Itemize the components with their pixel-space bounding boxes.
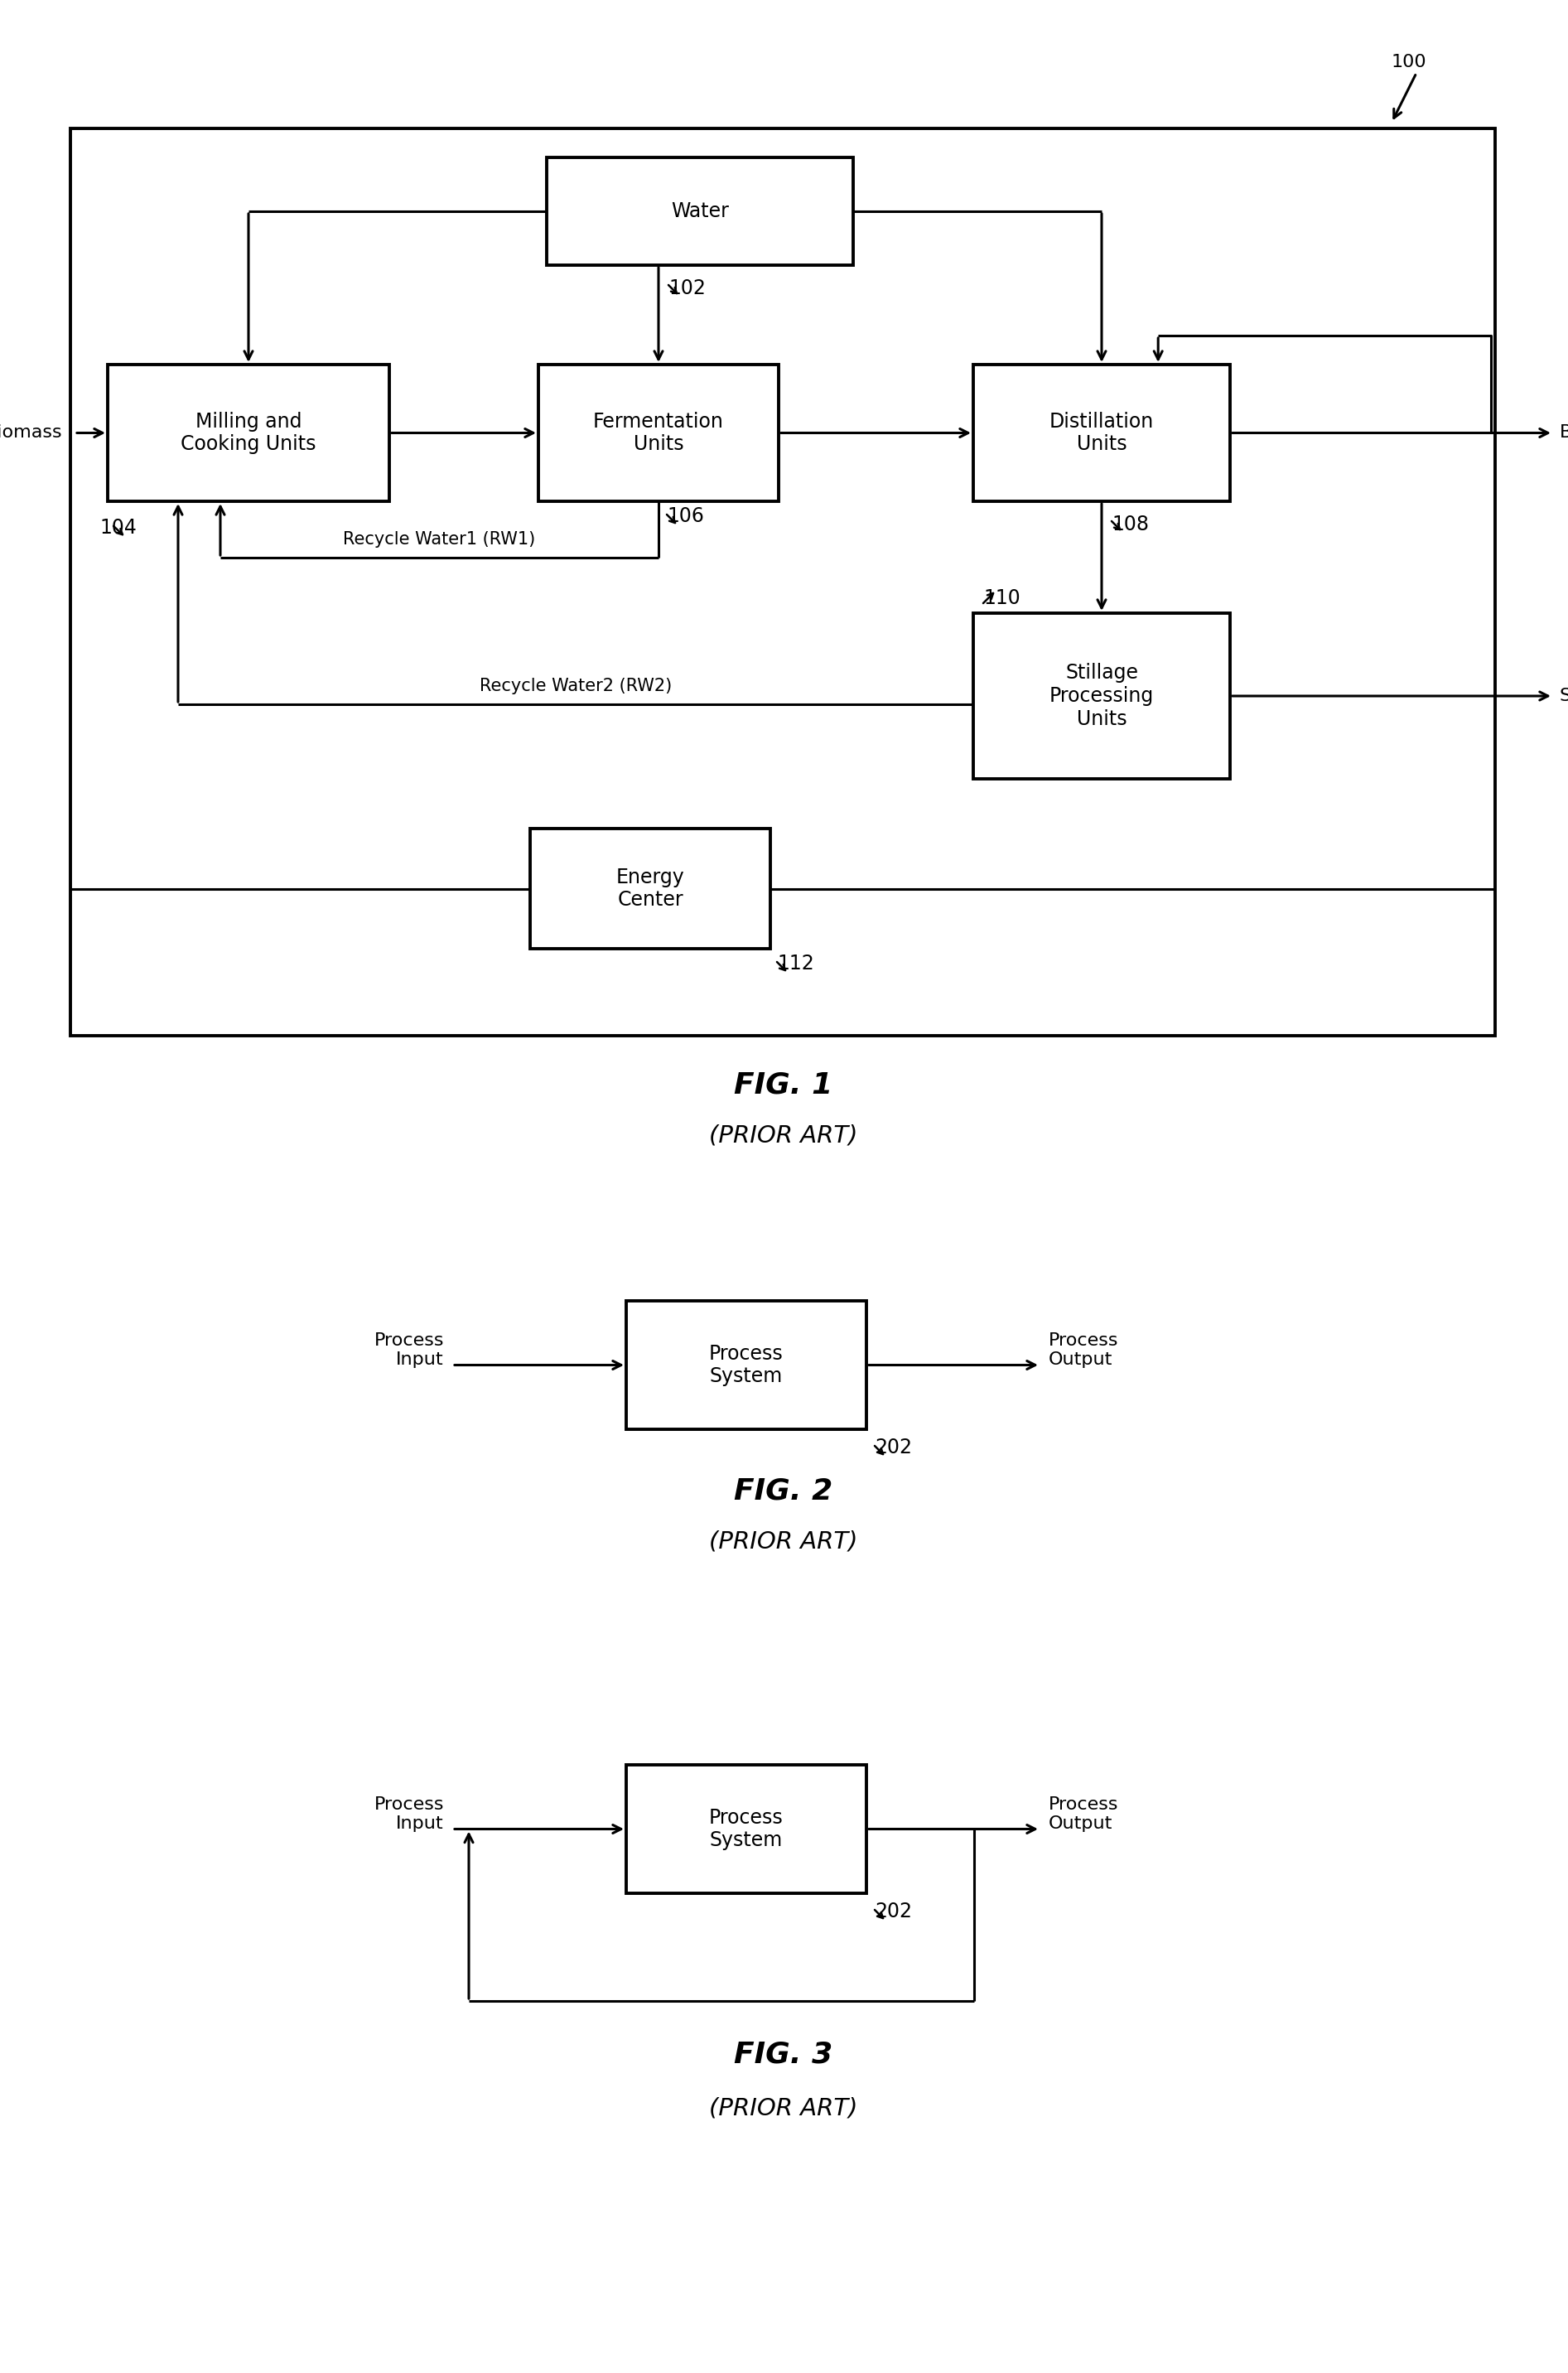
Text: Stillage
Processing
Units: Stillage Processing Units bbox=[1049, 662, 1154, 729]
Text: 112: 112 bbox=[778, 954, 814, 973]
Text: Distillation
Units: Distillation Units bbox=[1049, 411, 1154, 453]
Text: Process
Output: Process Output bbox=[1049, 1331, 1118, 1369]
Bar bbox=[974, 612, 1229, 778]
Text: Process
System: Process System bbox=[709, 1808, 784, 1851]
Bar bbox=[538, 365, 779, 501]
Bar bbox=[974, 365, 1229, 501]
Text: Recycle Water2 (RW2): Recycle Water2 (RW2) bbox=[480, 679, 671, 695]
Text: Process
System: Process System bbox=[709, 1343, 784, 1386]
Text: Milling and
Cooking Units: Milling and Cooking Units bbox=[180, 411, 317, 453]
Text: Energy
Center: Energy Center bbox=[616, 866, 685, 911]
Text: 108: 108 bbox=[1112, 515, 1149, 534]
Text: Process
Input: Process Input bbox=[375, 1796, 444, 1832]
Text: FIG. 2: FIG. 2 bbox=[734, 1478, 833, 1504]
Text: 100: 100 bbox=[1391, 55, 1427, 71]
Text: FIG. 3: FIG. 3 bbox=[734, 2041, 833, 2069]
Text: Recycle Water1 (RW1): Recycle Water1 (RW1) bbox=[343, 532, 536, 548]
Text: 110: 110 bbox=[983, 589, 1021, 607]
Text: Stillage: Stillage bbox=[1560, 688, 1568, 705]
Bar bbox=[108, 365, 389, 501]
Text: Process
Input: Process Input bbox=[375, 1331, 444, 1369]
Text: 106: 106 bbox=[666, 505, 704, 527]
Bar bbox=[547, 157, 853, 266]
Text: (PRIOR ART): (PRIOR ART) bbox=[709, 1531, 858, 1552]
Bar bbox=[530, 828, 770, 949]
Text: Fermentation
Units: Fermentation Units bbox=[593, 411, 724, 453]
Bar bbox=[626, 1300, 867, 1429]
Text: (PRIOR ART): (PRIOR ART) bbox=[709, 2098, 858, 2121]
Text: 202: 202 bbox=[875, 1438, 913, 1457]
Bar bbox=[71, 128, 1496, 1035]
Text: Process
Output: Process Output bbox=[1049, 1796, 1118, 1832]
Text: Water: Water bbox=[671, 202, 729, 221]
Text: Biomass: Biomass bbox=[0, 425, 63, 441]
Text: (PRIOR ART): (PRIOR ART) bbox=[709, 1122, 858, 1146]
Text: Biofuel: Biofuel bbox=[1560, 425, 1568, 441]
Text: 202: 202 bbox=[875, 1901, 913, 1922]
Bar bbox=[626, 1766, 867, 1894]
Text: FIG. 1: FIG. 1 bbox=[734, 1070, 833, 1099]
Text: 104: 104 bbox=[99, 517, 136, 539]
Text: 102: 102 bbox=[668, 278, 706, 299]
